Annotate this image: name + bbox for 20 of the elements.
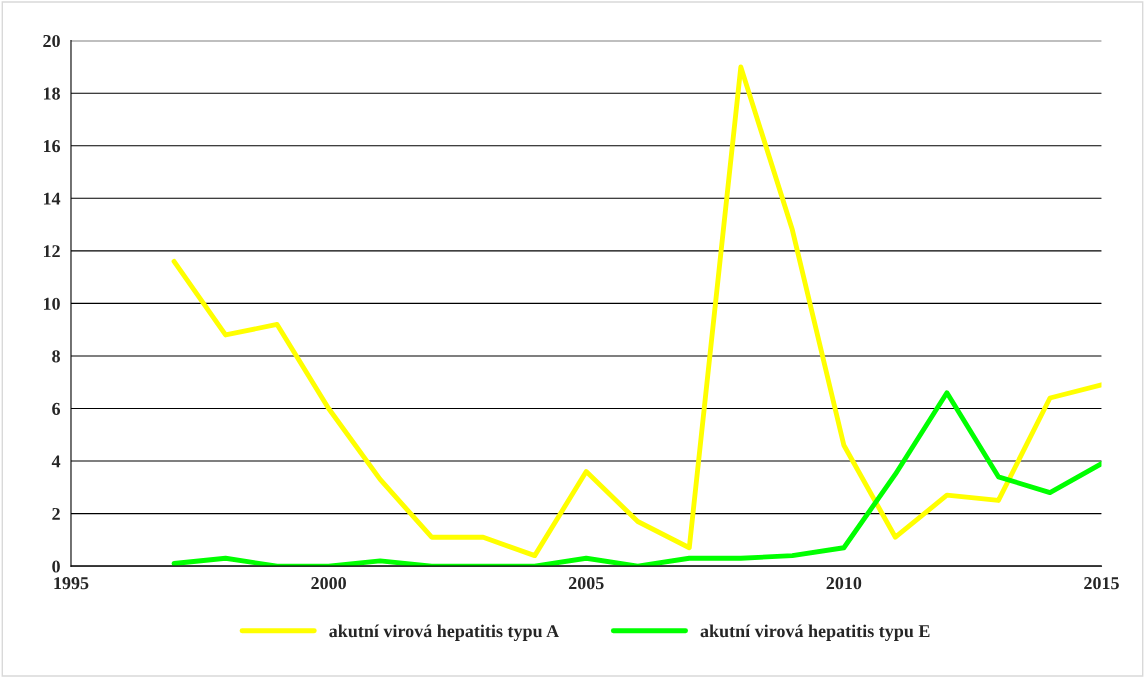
- y-tick-label: 10: [43, 297, 60, 310]
- legend-label: akutní virová hepatitis typu A: [329, 624, 560, 641]
- line-series: [171, 390, 1102, 567]
- y-tick-label: 16: [43, 140, 61, 153]
- y-tick-label: 0: [52, 560, 60, 573]
- x-tick-label: 2000: [311, 577, 346, 590]
- x-tick-label: 2010: [826, 577, 862, 590]
- y-tick-label: 6: [52, 402, 61, 415]
- y-tick-label: 20: [43, 34, 60, 48]
- y-tick-label: 18: [43, 87, 60, 100]
- legend-label: akutní virová hepatitis typu E: [700, 624, 930, 641]
- x-tick-label: 2015: [1084, 577, 1119, 590]
- y-tick-label: 12: [43, 245, 60, 258]
- y-tick-label: 2: [52, 507, 60, 520]
- y-tick-label: 14: [43, 192, 61, 205]
- y-tick-label: 8: [52, 350, 60, 363]
- line-series: [171, 64, 1102, 559]
- x-tick-label: 2005: [568, 577, 604, 590]
- x-tick-label: 1995: [54, 577, 89, 590]
- y-tick-label: 4: [51, 455, 61, 468]
